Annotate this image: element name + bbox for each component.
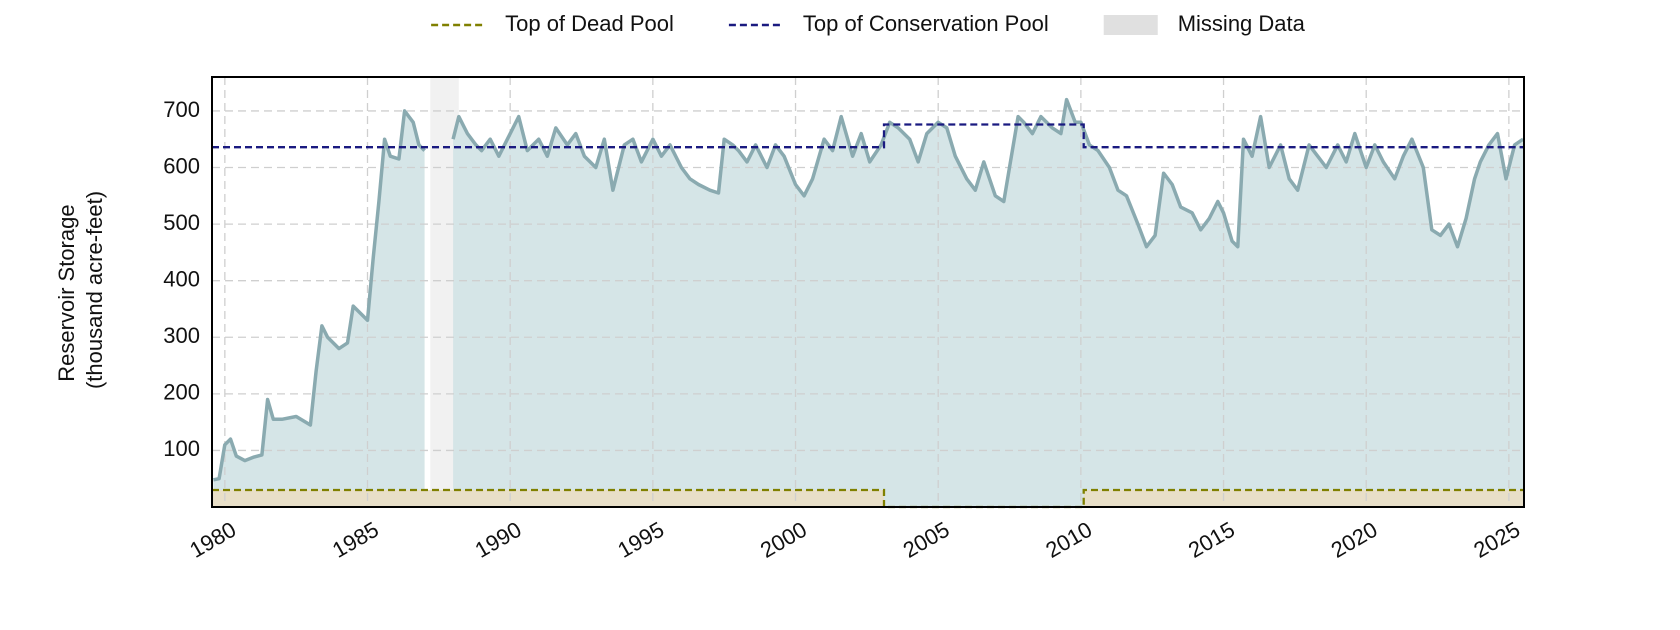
pool-line: [212, 488, 1524, 509]
y-tick-label: 700: [163, 97, 200, 122]
x-tick-label: 2020: [1327, 517, 1382, 563]
storage-area: [213, 110, 425, 508]
y-tick-label: 200: [163, 380, 200, 405]
x-tick-label: 1980: [185, 517, 240, 563]
x-tick-label: 2015: [1184, 517, 1239, 563]
x-tick-label: 1985: [328, 517, 383, 563]
dead-pool-area: [212, 490, 1524, 507]
storage-area: [453, 99, 1524, 507]
y-axis-label: Reservoir Storage (thousand acre-feet): [54, 191, 107, 389]
x-tick-label: 2010: [1041, 517, 1096, 563]
y-axis-label-line: (thousand acre-feet): [82, 191, 107, 389]
legend-label: Missing Data: [1178, 11, 1306, 36]
pool-line: [212, 123, 1524, 149]
x-tick-label: 2025: [1469, 517, 1524, 563]
y-tick-label: 400: [163, 266, 200, 291]
y-tick-label: 500: [163, 210, 200, 235]
x-tick-label: 1990: [471, 517, 526, 563]
y-tick-label: 300: [163, 323, 200, 348]
plot-frame: [211, 76, 1525, 508]
x-tick-label: 2000: [756, 517, 811, 563]
y-tick-label: 600: [163, 153, 200, 178]
x-tick-label: 2005: [899, 517, 954, 563]
storage-line: [451, 97, 1525, 249]
legend-label: Top of Dead Pool: [505, 11, 674, 36]
plot-area: [211, 76, 1525, 509]
storage-line: [213, 109, 426, 482]
legend-label: Top of Conservation Pool: [803, 11, 1049, 36]
legend: Top of Dead Pool Top of Conservation Pool…: [431, 11, 1306, 36]
y-tick-label: 100: [163, 436, 200, 461]
legend-swatch: [1103, 15, 1158, 35]
y-axis-label-line: Reservoir Storage: [54, 204, 79, 381]
x-tick-label: 1995: [613, 517, 668, 563]
